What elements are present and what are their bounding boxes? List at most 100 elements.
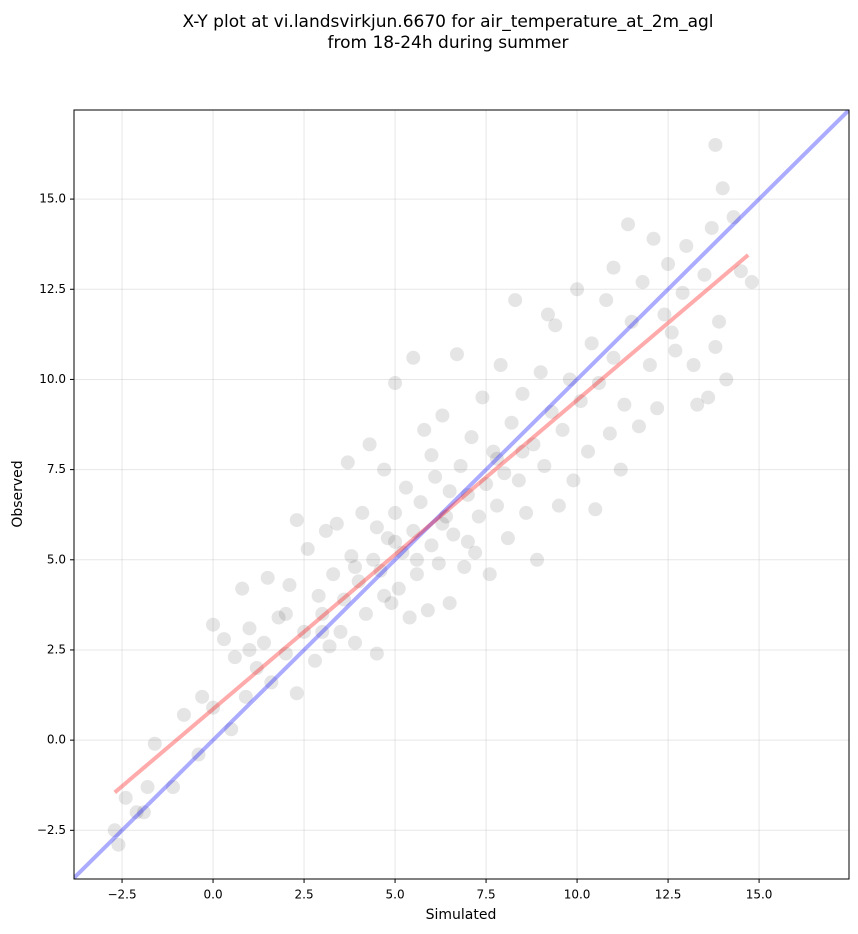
- point: [355, 505, 370, 520]
- y-tick-label: −2.5: [37, 823, 66, 837]
- point: [384, 596, 399, 611]
- point: [515, 386, 530, 401]
- point: [409, 567, 424, 582]
- point: [584, 336, 599, 351]
- point: [675, 285, 690, 300]
- point: [362, 437, 377, 452]
- point: [424, 448, 439, 463]
- point: [224, 722, 239, 737]
- point: [602, 426, 617, 441]
- point: [635, 275, 650, 290]
- point: [442, 596, 457, 611]
- point: [176, 707, 191, 722]
- point: [540, 307, 555, 322]
- point: [439, 509, 454, 524]
- point: [398, 480, 413, 495]
- point: [519, 505, 534, 520]
- point: [191, 747, 206, 762]
- point: [551, 498, 566, 513]
- point: [206, 617, 221, 632]
- point: [388, 534, 403, 549]
- point: [668, 343, 683, 358]
- point: [508, 293, 523, 308]
- point: [315, 624, 330, 639]
- point: [744, 275, 759, 290]
- point: [664, 325, 679, 340]
- point: [511, 473, 526, 488]
- point: [570, 282, 585, 297]
- y-tick-label: 0.0: [47, 733, 66, 747]
- point: [530, 552, 545, 567]
- point: [136, 805, 151, 820]
- point: [599, 293, 614, 308]
- point: [533, 365, 548, 380]
- point: [147, 736, 162, 751]
- point: [344, 549, 359, 564]
- x-tick-label: 10.0: [564, 888, 591, 902]
- y-tick-label: 5.0: [47, 552, 66, 566]
- x-axis-label: Simulated: [426, 907, 497, 923]
- point: [118, 790, 133, 805]
- point: [642, 358, 657, 373]
- point: [406, 350, 421, 365]
- point: [289, 513, 304, 528]
- point: [216, 632, 231, 647]
- point: [369, 646, 384, 661]
- point: [388, 376, 403, 391]
- point: [326, 567, 341, 582]
- point: [726, 210, 741, 225]
- point: [351, 574, 366, 589]
- chart-title: X-Y plot at vi.landsvirkjun.6670 for air…: [182, 12, 713, 32]
- point: [580, 444, 595, 459]
- point: [428, 469, 443, 484]
- point: [606, 260, 621, 275]
- point: [733, 264, 748, 279]
- point: [282, 578, 297, 593]
- point: [289, 686, 304, 701]
- point: [719, 372, 734, 387]
- point: [646, 231, 661, 246]
- point: [140, 780, 155, 795]
- point: [329, 516, 344, 531]
- point: [661, 257, 676, 272]
- point: [460, 534, 475, 549]
- point: [712, 314, 727, 329]
- y-tick-label: 2.5: [47, 642, 66, 656]
- point: [431, 556, 446, 571]
- x-tick-label: 2.5: [295, 888, 314, 902]
- point: [297, 624, 312, 639]
- point: [544, 404, 559, 419]
- point: [475, 390, 490, 405]
- point: [311, 588, 326, 603]
- point: [380, 531, 395, 546]
- point: [631, 419, 646, 434]
- point: [278, 646, 293, 661]
- point: [482, 567, 497, 582]
- point: [278, 606, 293, 621]
- point: [701, 390, 716, 405]
- point: [340, 455, 355, 470]
- y-tick-label: 10.0: [39, 372, 66, 386]
- point: [242, 642, 257, 657]
- point: [464, 430, 479, 445]
- point: [420, 603, 435, 618]
- point: [588, 502, 603, 517]
- point: [257, 635, 272, 650]
- point: [621, 217, 636, 232]
- point: [406, 523, 421, 538]
- point: [548, 318, 563, 333]
- point: [591, 376, 606, 391]
- point: [235, 581, 250, 596]
- x-tick-label: 5.0: [386, 888, 405, 902]
- point: [107, 823, 122, 838]
- point: [562, 372, 577, 387]
- point: [555, 422, 570, 437]
- point: [460, 487, 475, 502]
- point: [391, 581, 406, 596]
- point: [242, 621, 257, 636]
- point: [307, 653, 322, 668]
- point: [679, 238, 694, 253]
- x-tick-label: 15.0: [746, 888, 773, 902]
- point: [238, 689, 253, 704]
- point: [264, 675, 279, 690]
